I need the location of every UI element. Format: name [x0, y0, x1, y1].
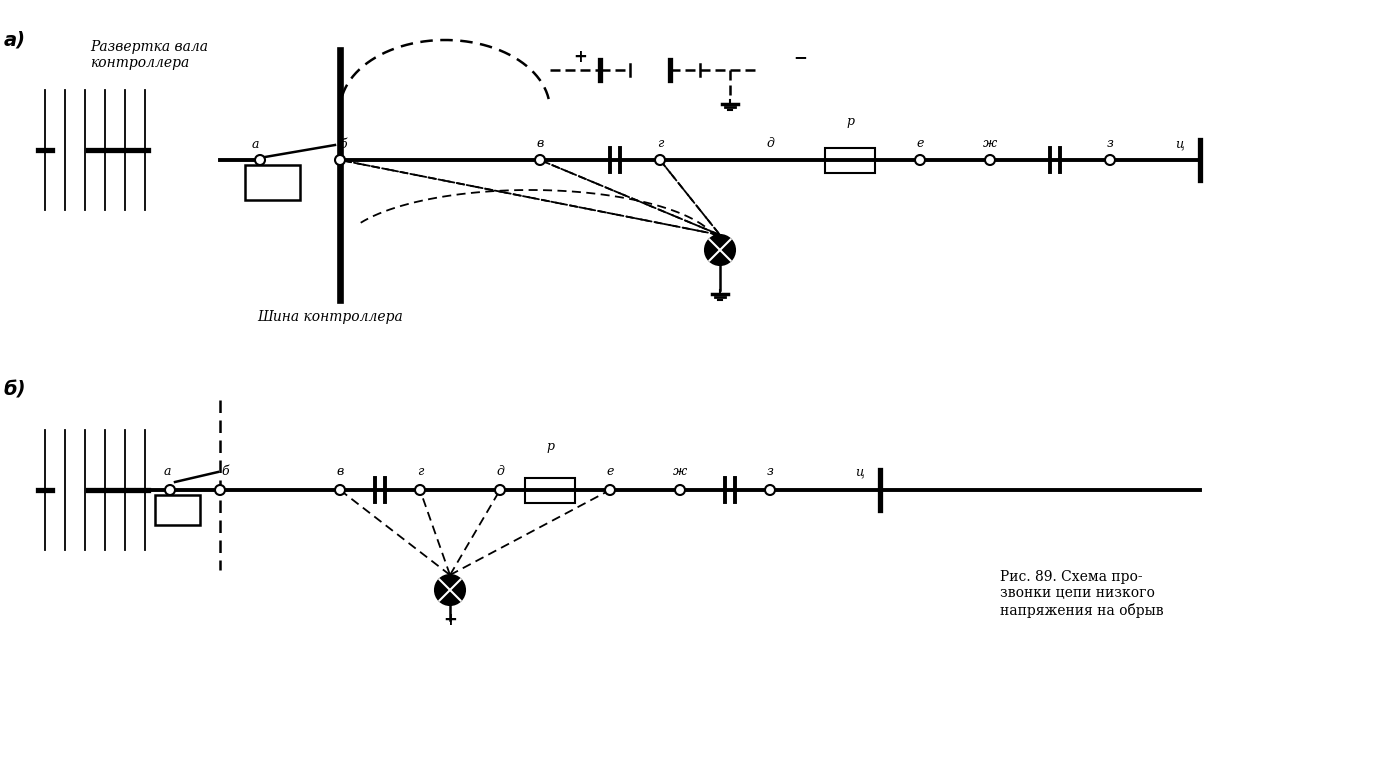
Text: в: в [536, 137, 544, 150]
Circle shape [675, 485, 685, 495]
Text: г: г [416, 465, 423, 478]
Text: а): а) [4, 31, 26, 49]
Circle shape [436, 575, 465, 605]
Text: Шина контроллера: Шина контроллера [258, 310, 402, 324]
Text: ж: ж [983, 137, 997, 150]
Text: р: р [546, 440, 554, 453]
Bar [525, 477, 575, 503]
Text: −: − [793, 48, 807, 66]
Text: ж: ж [672, 465, 688, 478]
Circle shape [496, 485, 505, 495]
Circle shape [166, 485, 175, 495]
Circle shape [704, 235, 735, 265]
Text: Развертка вала
контроллера: Развертка вала контроллера [90, 40, 207, 70]
Text: б): б) [4, 380, 26, 400]
Circle shape [255, 155, 264, 165]
Text: е: е [916, 137, 924, 150]
Circle shape [606, 485, 615, 495]
Text: д: д [496, 465, 504, 478]
Text: ц: ц [856, 465, 864, 478]
Circle shape [415, 485, 425, 495]
Text: е: е [607, 465, 614, 478]
Circle shape [915, 155, 926, 165]
Circle shape [656, 155, 665, 165]
Text: а: а [163, 465, 171, 478]
Text: д: д [766, 137, 774, 150]
Circle shape [535, 155, 546, 165]
Circle shape [335, 485, 345, 495]
Circle shape [766, 485, 775, 495]
Bar [825, 148, 876, 172]
Circle shape [214, 485, 226, 495]
Bar [245, 165, 301, 200]
Text: в: в [337, 465, 344, 478]
Text: б: б [221, 465, 228, 478]
Text: р: р [846, 115, 855, 128]
Text: з: з [1107, 137, 1114, 150]
Text: г: г [657, 137, 663, 150]
Circle shape [986, 155, 995, 165]
Circle shape [1105, 155, 1115, 165]
Text: +: + [574, 48, 587, 66]
Text: б: б [340, 138, 347, 151]
Text: +: + [443, 611, 457, 629]
Text: ц: ц [1176, 137, 1185, 150]
Circle shape [335, 155, 345, 165]
Text: а: а [251, 138, 259, 151]
Text: Рис. 89. Схема про-
звонки цепи низкого
напряжения на обрыв: Рис. 89. Схема про- звонки цепи низкого … [999, 570, 1164, 618]
Text: з: з [767, 465, 774, 478]
Bar [155, 495, 200, 525]
